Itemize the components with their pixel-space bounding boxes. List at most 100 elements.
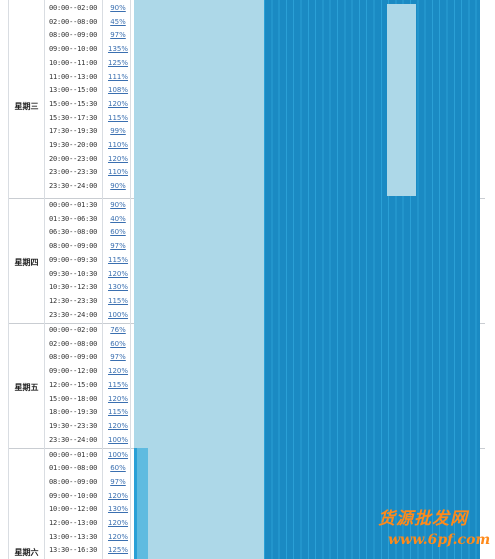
percent-link[interactable]: 111%: [108, 72, 129, 81]
active-block-fri: [264, 322, 480, 448]
time-range: 17:30--19:30: [49, 127, 98, 136]
time-range: 00:00--02:00: [49, 326, 98, 334]
active-start-sat: [134, 447, 137, 559]
time-range: 15:00--15:30: [49, 99, 98, 108]
percent-link[interactable]: 120%: [108, 519, 129, 527]
time-range: 23:30--24:00: [49, 182, 98, 191]
percent-link[interactable]: 120%: [108, 269, 129, 278]
percent-link[interactable]: 60%: [110, 339, 126, 348]
percent-link[interactable]: 60%: [110, 228, 126, 237]
percent-link[interactable]: 125%: [108, 546, 129, 555]
percent-link[interactable]: 120%: [108, 394, 129, 403]
active-block-sat: [264, 447, 480, 559]
time-range: 12:00--13:00: [49, 519, 98, 527]
time-range: 08:00--09:00: [49, 353, 98, 362]
time-range: 02:00--08:00: [49, 339, 98, 348]
percent-link[interactable]: 135%: [108, 45, 129, 54]
time-range: 08:00--09:00: [49, 242, 98, 251]
percent-link[interactable]: 120%: [108, 532, 129, 541]
day-label: 星期三: [14, 101, 39, 111]
percent-link[interactable]: 125%: [108, 58, 129, 67]
percent-link[interactable]: 120%: [108, 491, 129, 500]
time-range: 00:00--01:30: [49, 201, 98, 209]
column-separator: [130, 0, 131, 559]
percent-link[interactable]: 120%: [108, 154, 129, 163]
active-block-thu: [264, 197, 480, 323]
percent-link[interactable]: 115%: [108, 113, 129, 122]
time-range: 23:00--23:30: [49, 168, 98, 177]
time-range: 08:00--09:00: [49, 477, 98, 486]
percent-link[interactable]: 115%: [108, 296, 129, 305]
time-range: 09:30--10:30: [49, 269, 98, 278]
percent-link[interactable]: 97%: [110, 353, 126, 362]
percent-link[interactable]: 90%: [110, 182, 126, 191]
percent-link[interactable]: 40%: [110, 214, 126, 223]
percent-link[interactable]: 90%: [110, 201, 126, 209]
time-range: 23:30--24:00: [49, 310, 98, 319]
percent-link[interactable]: 100%: [108, 310, 129, 319]
time-range: 19:30--20:00: [49, 141, 98, 149]
percent-link[interactable]: 110%: [108, 168, 129, 177]
percent-link[interactable]: 45%: [110, 17, 126, 26]
percent-link[interactable]: 120%: [108, 421, 129, 430]
time-range: 09:00--12:00: [49, 367, 98, 376]
time-range: 20:00--23:00: [49, 154, 98, 163]
percent-link[interactable]: 60%: [110, 464, 126, 473]
time-grid: [134, 0, 480, 559]
time-range: 00:00--02:00: [49, 4, 98, 12]
time-range: 09:00--10:00: [49, 45, 98, 54]
time-range: 23:30--24:00: [49, 435, 98, 444]
percent-link[interactable]: 115%: [108, 255, 129, 264]
idle-gap-wed: [387, 4, 416, 196]
time-range: 13:00--15:00: [49, 86, 98, 95]
time-range: 00:00--01:00: [49, 450, 98, 459]
percent-link[interactable]: 108%: [108, 86, 129, 95]
percent-link[interactable]: 115%: [108, 408, 129, 417]
day-label: 星期四: [14, 257, 39, 267]
active-block-wed: [264, 0, 480, 198]
percent-link[interactable]: 115%: [108, 380, 129, 389]
column-separator: [44, 0, 45, 559]
partial-block-sat: [137, 447, 148, 559]
day-label: 星期六: [14, 548, 39, 558]
time-range: 10:30--12:30: [49, 283, 98, 292]
time-range: 09:00--09:30: [49, 255, 98, 264]
column-separator: [102, 0, 103, 559]
day-label: 星期五: [14, 382, 39, 392]
percent-link[interactable]: 97%: [110, 242, 126, 251]
watermark: 货源批发网 www.6pf.com: [378, 504, 491, 556]
percent-link[interactable]: 110%: [108, 141, 129, 149]
idle-block-fri: [134, 322, 264, 448]
percent-link[interactable]: 90%: [110, 4, 126, 12]
time-range: 19:30--23:30: [49, 421, 98, 430]
time-range: 10:00--12:00: [49, 505, 98, 514]
time-range: 12:00--15:00: [49, 380, 98, 389]
time-range: 01:00--08:00: [49, 464, 98, 473]
percent-link[interactable]: 99%: [110, 127, 126, 136]
time-range: 13:00--13:30: [49, 532, 98, 541]
time-range: 06:30--08:00: [49, 228, 98, 237]
percent-link[interactable]: 130%: [108, 505, 129, 514]
percent-link[interactable]: 97%: [110, 31, 126, 40]
time-range: 18:00--19:30: [49, 408, 98, 417]
percent-link[interactable]: 130%: [108, 283, 129, 292]
percent-link[interactable]: 76%: [110, 326, 126, 334]
percent-link[interactable]: 100%: [108, 435, 129, 444]
time-range: 13:30--16:30: [49, 546, 98, 555]
table-frame: [8, 0, 486, 559]
percent-link[interactable]: 100%: [108, 450, 129, 459]
watermark-url: www.6pf.com: [388, 532, 491, 548]
time-range: 15:00--18:00: [49, 394, 98, 403]
time-range: 11:00--13:00: [49, 72, 98, 81]
time-range: 02:00--08:00: [49, 17, 98, 26]
time-range: 08:00--09:00: [49, 31, 98, 40]
time-range: 15:30--17:30: [49, 113, 98, 122]
percent-link[interactable]: 97%: [110, 477, 126, 486]
percent-link[interactable]: 120%: [108, 367, 129, 376]
time-range: 10:00--11:00: [49, 58, 98, 67]
percent-link[interactable]: 120%: [108, 99, 129, 108]
time-range: 12:30--23:30: [49, 296, 98, 305]
watermark-title: 货源批发网: [378, 509, 468, 529]
time-range: 09:00--10:00: [49, 491, 98, 500]
